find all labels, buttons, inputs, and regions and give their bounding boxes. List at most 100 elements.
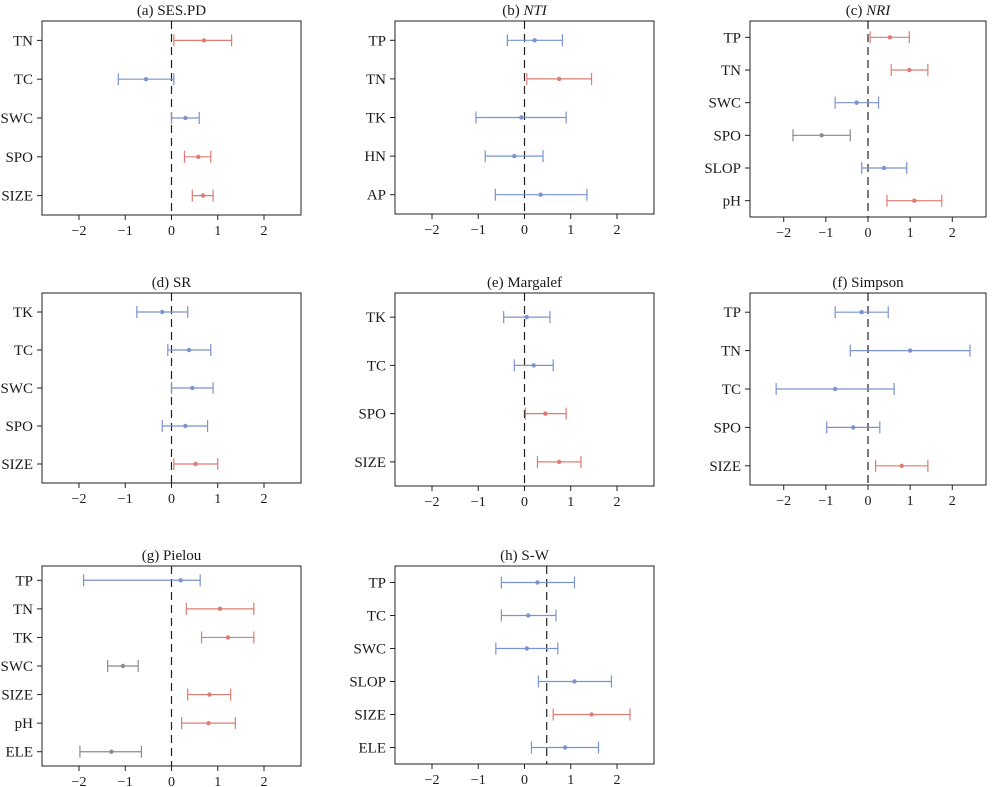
x-tick-label: 2 xyxy=(614,495,621,510)
x-tick-label: −1 xyxy=(471,223,486,238)
row-label: AP xyxy=(367,188,386,204)
row-label: TK xyxy=(366,111,386,127)
row-label: SIZE xyxy=(354,708,386,724)
x-tick-label: −2 xyxy=(776,226,791,241)
x-tick-label: 2 xyxy=(614,223,621,238)
panel-7: (h) S-W −2 −1 0 1 2 TP TC SWC SLOP SIZE ELE xyxy=(349,548,655,787)
panel-title: (h) S-W xyxy=(500,548,550,564)
estimate-point xyxy=(206,720,211,726)
row-label: SWC xyxy=(0,381,33,397)
panel-title-main: SR xyxy=(173,275,191,291)
x-tick-label: 2 xyxy=(949,494,956,509)
panel-title-main: NRI xyxy=(865,3,891,19)
x-tick-label: −1 xyxy=(471,495,486,510)
x-tick-label: −2 xyxy=(425,495,440,510)
panel-title-main: Margalef xyxy=(507,275,562,291)
x-tick-label: −2 xyxy=(72,492,87,507)
x-tick-label: 0 xyxy=(168,492,175,507)
row-label: SLOP xyxy=(349,675,386,691)
row-label: SWC xyxy=(708,96,741,112)
row-label: TN xyxy=(721,63,741,79)
estimate-point xyxy=(531,363,536,368)
panel-title-prefix: (b) xyxy=(502,3,523,19)
panel-title: (g) Pielou xyxy=(142,548,202,564)
panel-title-prefix: (h) xyxy=(500,548,521,564)
row-label: SPO xyxy=(358,407,386,423)
x-tick-label: 1 xyxy=(907,226,914,241)
x-tick-label: −2 xyxy=(72,775,87,787)
x-tick-label: 1 xyxy=(567,495,574,510)
x-tick-label: −1 xyxy=(118,775,133,787)
panel-0: (a) SES.PD −2 −1 0 1 2 TN TC SWC SPO SIZE xyxy=(0,3,302,239)
panel-title: (e) Margalef xyxy=(487,275,562,291)
x-tick-label: 2 xyxy=(614,773,621,787)
x-tick-label: 2 xyxy=(261,775,268,787)
row-label: SIZE xyxy=(354,455,386,471)
row-label: TC xyxy=(14,343,33,359)
estimate-point xyxy=(851,425,856,430)
estimate-point xyxy=(186,347,192,353)
x-tick-label: −2 xyxy=(425,223,440,238)
row-label: TP xyxy=(723,30,741,46)
x-tick-label: 0 xyxy=(521,223,528,238)
estimate-point xyxy=(109,749,114,754)
estimate-point xyxy=(881,165,887,171)
row-label: TC xyxy=(367,609,386,625)
panel-frame xyxy=(394,565,655,765)
x-tick-label: 1 xyxy=(907,494,914,509)
estimate-point xyxy=(589,712,594,717)
x-tick-label: 0 xyxy=(865,226,872,241)
row-label: SIZE xyxy=(1,457,33,473)
estimate-point xyxy=(143,77,149,82)
row-label: TC xyxy=(14,72,33,88)
row-label: TN xyxy=(366,72,386,88)
panel-title: (c) NRI xyxy=(846,3,892,19)
estimate-point xyxy=(556,459,562,465)
x-tick-label: 2 xyxy=(261,224,268,239)
row-label: TC xyxy=(367,358,386,374)
estimate-point xyxy=(196,154,201,159)
row-label: SPO xyxy=(713,128,741,144)
estimate-point xyxy=(854,100,859,105)
x-tick-label: 1 xyxy=(567,223,574,238)
row-label: SPO xyxy=(5,419,33,435)
estimate-point xyxy=(535,580,540,585)
estimate-point xyxy=(907,348,913,353)
row-label: SIZE xyxy=(1,189,33,205)
row-label: SWC xyxy=(0,659,33,675)
estimate-point xyxy=(183,115,188,121)
x-tick-label: 2 xyxy=(949,226,956,241)
estimate-point xyxy=(512,153,517,159)
x-tick-label: 0 xyxy=(521,495,528,510)
row-label: TC xyxy=(722,382,741,398)
x-tick-label: −1 xyxy=(471,773,486,787)
row-label: SIZE xyxy=(1,688,33,704)
estimate-point xyxy=(201,38,207,43)
panel-5: (f) Simpson −2 −1 0 1 2 TP TN TC SPO SIZE xyxy=(709,275,987,509)
x-tick-label: −2 xyxy=(425,773,440,787)
x-tick-label: 0 xyxy=(168,775,175,787)
x-tick-label: 0 xyxy=(865,494,872,509)
estimate-point xyxy=(543,411,548,416)
panel-title-main: Simpson xyxy=(851,275,904,291)
panel-title-prefix: (a) xyxy=(137,3,157,19)
panel-title-main: S-W xyxy=(521,548,549,564)
row-label: TK xyxy=(13,630,33,646)
estimate-point xyxy=(832,386,838,392)
row-label: TP xyxy=(723,305,741,321)
estimate-point xyxy=(859,310,864,315)
estimate-point xyxy=(887,35,893,40)
row-label: SWC xyxy=(0,111,33,127)
row-label: SPO xyxy=(713,420,741,436)
panel-6: (g) Pielou −2 −1 0 1 2 TP TN TK SWC SIZE pH ELE xyxy=(0,548,302,787)
row-label: ELE xyxy=(6,745,34,761)
estimate-point xyxy=(572,679,577,684)
row-label: pH xyxy=(15,716,34,732)
panel-title-main: Pielou xyxy=(163,548,202,564)
row-label: TK xyxy=(366,310,386,326)
estimate-point xyxy=(193,461,198,467)
x-tick-label: 2 xyxy=(261,492,268,507)
panel-title-prefix: (f) xyxy=(832,275,851,291)
panel-title-prefix: (c) xyxy=(846,3,866,19)
